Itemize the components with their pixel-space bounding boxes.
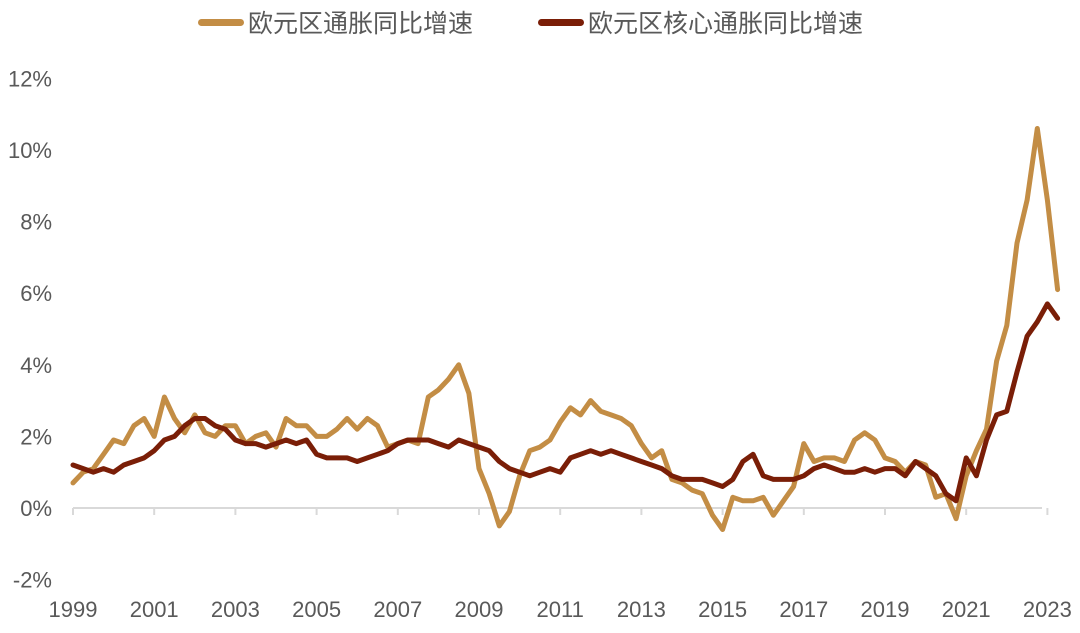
x-tick-label: 2019 xyxy=(861,597,910,622)
legend-label-headline: 欧元区通胀同比增速 xyxy=(248,9,474,38)
x-tick-label: 2003 xyxy=(211,597,260,622)
y-tick-label: 6% xyxy=(20,281,52,306)
x-axis: 1999 2001 2003 2005 2007 2009 2011 2013 2015 2017… xyxy=(49,507,1072,622)
chart-legend: 欧元区通胀同比增速 欧元区核心通胀同比增速 xyxy=(0,0,1080,40)
legend-swatch-core xyxy=(538,18,584,26)
x-tick-label: 2023 xyxy=(1023,597,1072,622)
y-tick-label: 2% xyxy=(20,424,52,449)
y-tick-label: 8% xyxy=(20,210,52,235)
x-tick-label: 2013 xyxy=(617,597,666,622)
legend-label-core: 欧元区核心通胀同比增速 xyxy=(588,9,864,38)
chart-series xyxy=(70,126,1061,532)
legend-item-headline-inflation: 欧元区通胀同比增速 xyxy=(198,4,473,40)
y-tick-label: 4% xyxy=(20,353,52,378)
x-tick-label: 2015 xyxy=(698,597,747,622)
y-tick-label: 0% xyxy=(20,496,52,521)
legend-swatch-headline xyxy=(198,18,244,26)
y-tick-label: 12% xyxy=(8,66,52,91)
y-axis-labels: -2% 0% 2% 4% 6% 8% 10% 12% xyxy=(8,66,52,592)
x-tick-label: 2009 xyxy=(455,597,504,622)
y-tick-label: 10% xyxy=(8,138,52,163)
legend-item-core-inflation: 欧元区核心通胀同比增速 xyxy=(538,4,863,40)
y-tick-label: -2% xyxy=(13,568,52,593)
x-tick-label: 1999 xyxy=(49,597,98,622)
x-tick-label: 2011 xyxy=(537,597,584,622)
x-tick-label: 2001 xyxy=(130,597,179,622)
x-tick-label: 2021 xyxy=(942,597,991,622)
headline-inflation-line xyxy=(70,126,1061,532)
core-inflation-line xyxy=(70,301,1061,504)
x-tick-label: 2007 xyxy=(373,597,422,622)
x-tick-label: 2005 xyxy=(292,597,341,622)
x-tick-label: 2017 xyxy=(779,597,828,622)
